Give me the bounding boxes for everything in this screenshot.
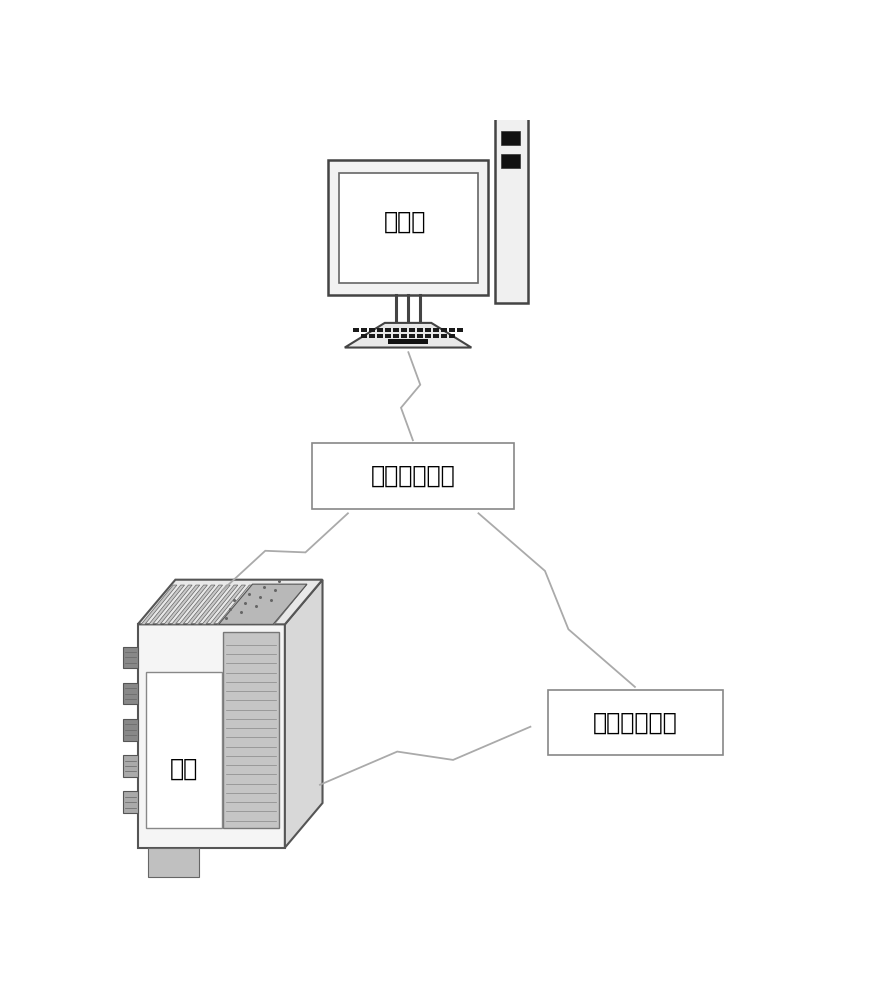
FancyBboxPatch shape — [441, 328, 447, 332]
Polygon shape — [156, 585, 192, 624]
FancyBboxPatch shape — [123, 683, 138, 704]
Text: 从设备处理器: 从设备处理器 — [593, 711, 678, 735]
FancyBboxPatch shape — [425, 328, 431, 332]
Polygon shape — [210, 585, 245, 624]
Polygon shape — [344, 323, 472, 348]
Text: 主设备处理器: 主设备处理器 — [371, 464, 456, 488]
FancyBboxPatch shape — [377, 334, 383, 338]
Polygon shape — [202, 585, 238, 624]
FancyBboxPatch shape — [148, 848, 200, 877]
FancyBboxPatch shape — [393, 334, 399, 338]
FancyBboxPatch shape — [501, 131, 520, 145]
FancyBboxPatch shape — [495, 114, 528, 303]
FancyBboxPatch shape — [442, 334, 447, 338]
Polygon shape — [271, 585, 306, 624]
FancyBboxPatch shape — [313, 443, 514, 509]
FancyBboxPatch shape — [409, 334, 415, 338]
FancyBboxPatch shape — [377, 328, 383, 332]
FancyBboxPatch shape — [401, 334, 407, 338]
Polygon shape — [225, 585, 260, 624]
FancyBboxPatch shape — [457, 328, 463, 332]
FancyBboxPatch shape — [385, 334, 391, 338]
FancyBboxPatch shape — [123, 719, 138, 741]
FancyBboxPatch shape — [328, 160, 488, 295]
Polygon shape — [240, 585, 275, 624]
FancyBboxPatch shape — [123, 755, 138, 777]
Polygon shape — [138, 580, 322, 624]
FancyBboxPatch shape — [393, 328, 399, 332]
Polygon shape — [285, 580, 322, 848]
Polygon shape — [263, 585, 298, 624]
FancyBboxPatch shape — [338, 173, 478, 283]
Polygon shape — [232, 585, 268, 624]
FancyBboxPatch shape — [138, 624, 285, 848]
Polygon shape — [171, 585, 208, 624]
Polygon shape — [141, 585, 177, 624]
FancyBboxPatch shape — [369, 328, 375, 332]
FancyBboxPatch shape — [426, 334, 431, 338]
FancyBboxPatch shape — [389, 339, 428, 344]
Polygon shape — [219, 584, 307, 624]
Polygon shape — [194, 585, 230, 624]
Text: 电机: 电机 — [170, 757, 199, 781]
Polygon shape — [149, 585, 185, 624]
Polygon shape — [164, 585, 200, 624]
Polygon shape — [255, 585, 291, 624]
FancyBboxPatch shape — [123, 791, 138, 813]
FancyBboxPatch shape — [123, 647, 138, 668]
FancyBboxPatch shape — [146, 672, 223, 828]
FancyBboxPatch shape — [369, 334, 375, 338]
FancyBboxPatch shape — [417, 334, 423, 338]
FancyBboxPatch shape — [409, 328, 415, 332]
FancyBboxPatch shape — [361, 328, 367, 332]
Polygon shape — [217, 585, 253, 624]
FancyBboxPatch shape — [353, 328, 359, 332]
FancyBboxPatch shape — [417, 328, 423, 332]
Polygon shape — [179, 585, 215, 624]
FancyBboxPatch shape — [449, 334, 455, 338]
FancyBboxPatch shape — [223, 632, 279, 828]
Polygon shape — [187, 585, 223, 624]
FancyBboxPatch shape — [434, 334, 439, 338]
FancyBboxPatch shape — [361, 334, 366, 338]
FancyBboxPatch shape — [548, 690, 723, 755]
FancyBboxPatch shape — [449, 328, 455, 332]
Polygon shape — [248, 585, 283, 624]
FancyBboxPatch shape — [501, 154, 520, 168]
FancyBboxPatch shape — [385, 328, 391, 332]
FancyBboxPatch shape — [401, 328, 407, 332]
Text: 上位机: 上位机 — [383, 210, 426, 234]
FancyBboxPatch shape — [433, 328, 439, 332]
